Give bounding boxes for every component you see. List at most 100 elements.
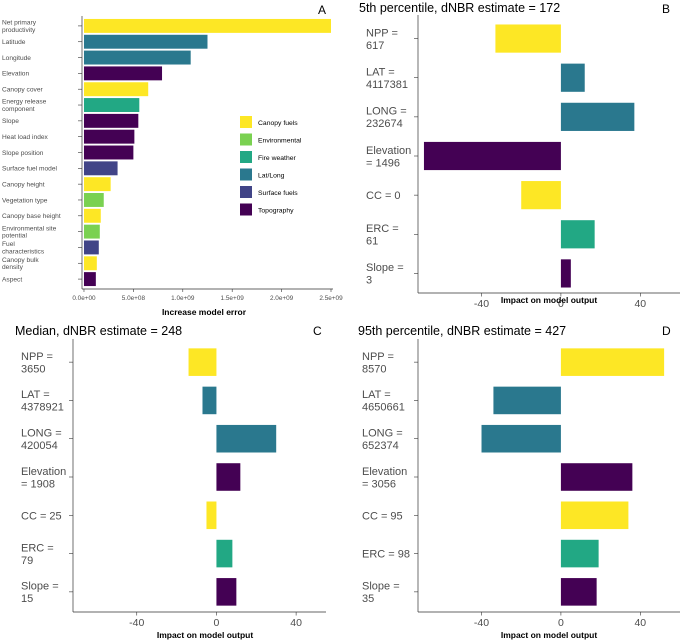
panel-a-label: A <box>318 3 326 17</box>
panel-d-category-label-npp-8570: NPP = 8570 <box>362 351 394 376</box>
panel-a-bar-longitude <box>83 50 191 65</box>
panel-a-x-tick-label: 1.0e+09 <box>171 295 195 302</box>
panel-b-category-label-elevation-1496: Elevation = 1496 <box>366 145 411 170</box>
panel-d-x-tick-label: 40 <box>634 617 646 629</box>
panel-a-bar-energy-release-component <box>83 98 140 112</box>
panel-d-category-label-lat-4650661: LAT = 4650661 <box>362 389 405 414</box>
panel-a-bar-surface-fuel-model <box>83 161 118 176</box>
panel-a-bar-elevation <box>83 66 163 81</box>
panel-a-category-label-fuel-characteristics: Fuel characteristics <box>2 241 45 255</box>
panel-a-category-label-environmental-site-potential: Environmental site potential <box>2 225 57 239</box>
panel-a-category-label-latitude: Latitude <box>2 39 26 46</box>
legend-swatch-topography <box>240 203 252 216</box>
panel-c-category-label-lat-4378921: LAT = 4378921 <box>21 389 64 414</box>
panel-a-x-tick-label: 1.5e+09 <box>221 295 245 302</box>
panel-c-bar-lat-4378921 <box>202 386 217 415</box>
panel-d-bar-lat-4650661 <box>493 386 561 415</box>
panel-b-x-tick-label: -40 <box>474 298 489 310</box>
panel-a-bar-net-primary-productivity <box>83 18 331 33</box>
panel-a-x-tick-label: 2.5e+09 <box>319 295 343 302</box>
panel-b-category-label-erc-61: ERC = 61 <box>366 223 399 248</box>
legend-label-environmental: Environmental <box>258 137 302 144</box>
panel-c-category-label-cc-25: CC = 25 <box>21 510 62 522</box>
panel-a-category-label-net-primary-productivity: Net primary productivity <box>2 20 37 34</box>
panel-d-category-label-slope-35: Slope = 35 <box>362 581 400 606</box>
panel-a-bar-canopy-cover <box>83 82 149 97</box>
panel-a-category-label-surface-fuel-model: Surface fuel model <box>2 166 58 173</box>
panel-a-category-label-slope: Slope <box>2 118 19 125</box>
panel-b-x-axis-label: Impact on model output <box>501 295 597 305</box>
panel-a-bar-heat-load-index <box>83 129 135 144</box>
panel-a-x-tick-label: 2.0e+09 <box>270 295 294 302</box>
panel-d-category-label-cc-95: CC = 95 <box>362 510 403 522</box>
panel-d-bar-slope-35 <box>560 578 597 606</box>
panel-b-category-label-slope-3: Slope = 3 <box>366 262 404 287</box>
panel-a-category-label-elevation: Elevation <box>2 71 29 78</box>
panel-a-category-label-vegetation-type: Vegetation type <box>2 197 48 204</box>
panel-a-bar-canopy-height <box>83 177 111 192</box>
panel-c-median: Median, dNBR estimate = 248 C NPP = 3650 L… <box>15 324 326 640</box>
panel-a-bar-environmental-site-potential <box>83 224 100 239</box>
panel-a-category-label-canopy-cover: Canopy cover <box>2 87 43 94</box>
panel-b-category-label-lat-4117381: LAT = 4117381 <box>366 66 408 91</box>
panel-a-category-label-canopy-base-height: Canopy base height <box>2 213 61 220</box>
panel-a-category-label-canopy-bulk-density: Canopy bulk density <box>2 257 39 271</box>
panel-a-x-axis-label: Increase model error <box>162 307 247 317</box>
panel-d-category-label-long-652374: LONG = 652374 <box>362 427 403 452</box>
panel-b-x-tick-label: 40 <box>634 298 646 310</box>
panel-d-bar-cc-95 <box>560 501 629 530</box>
panel-a-bar-slope <box>83 113 139 128</box>
panel-d-x-axis-label: Impact on model output <box>501 630 597 640</box>
panel-c-category-label-elevation-1908: Elevation = 1908 <box>21 466 66 491</box>
panel-c-bar-long-420054 <box>216 424 277 453</box>
panel-a-bar-slope-position <box>83 145 134 160</box>
panel-b-bar-elevation-1496 <box>423 141 561 171</box>
panel-c-x-tick-label: 40 <box>290 617 302 629</box>
panel-c-bar-erc-79 <box>216 539 233 568</box>
panel-a-bar-canopy-base-height <box>83 208 101 223</box>
panel-c-category-label-long-420054: LONG = 420054 <box>21 427 62 452</box>
panel-c-bar-cc-25 <box>206 501 217 530</box>
panel-d-bar-long-652374 <box>481 424 561 453</box>
panel-c-category-label-erc-79: ERC = 79 <box>21 542 54 567</box>
panel-a-bar-canopy-bulk-density <box>83 256 97 271</box>
panel-c-x-axis-label: Impact on model output <box>157 630 253 640</box>
panel-d-95th-percentile: 95th percentile, dNBR estimate = 427 D N… <box>358 324 680 640</box>
legend-label-topography: Topography <box>258 207 294 214</box>
panel-c-bar-slope-15 <box>216 578 237 606</box>
legend-label-canopy-fuels: Canopy fuels <box>258 120 298 127</box>
panel-a-legend: Canopy fuels Environmental Fire weather Lat… <box>240 116 302 216</box>
panel-a-category-label-energy-release-component: Energy release component <box>2 99 47 113</box>
legend-label-lat-long: Lat/Long <box>258 172 285 179</box>
panel-d-label: D <box>662 324 671 338</box>
panel-b-5th-percentile: 5th percentile, dNBR estimate = 172 B NP… <box>359 1 680 310</box>
panel-c-x-tick-label: 0 <box>214 617 220 629</box>
panel-b-bar-long-232674 <box>560 102 635 131</box>
legend-swatch-environmental <box>240 133 252 146</box>
panel-b-bar-npp-617 <box>495 24 561 53</box>
panel-c-category-label-npp-3650: NPP = 3650 <box>21 351 53 376</box>
panel-a-variable-importance: A Net primary productivity Latitude Longitu… <box>2 3 343 317</box>
legend-swatch-lat-long <box>240 168 252 181</box>
panel-a-x-tick-label: 0.0e+00 <box>72 295 96 302</box>
panel-a-category-label-heat-load-index: Heat load index <box>2 134 49 141</box>
panel-b-bar-erc-61 <box>560 220 595 249</box>
panel-d-bar-elevation-3056 <box>560 463 633 491</box>
panel-a-bar-fuel-characteristics <box>83 240 99 255</box>
panel-c-title: Median, dNBR estimate = 248 <box>15 324 182 338</box>
legend-label-surface-fuels: Surface fuels <box>258 190 298 197</box>
panel-d-category-label-elevation-3056: Elevation = 3056 <box>362 466 407 491</box>
panel-b-bar-slope-3 <box>560 259 571 288</box>
panel-d-title: 95th percentile, dNBR estimate = 427 <box>358 324 566 338</box>
panel-c-category-label-slope-15: Slope = 15 <box>21 581 59 606</box>
panel-a-category-label-longitude: Longitude <box>2 55 31 62</box>
panel-b-title: 5th percentile, dNBR estimate = 172 <box>359 1 560 15</box>
panel-a-x-tick-label: 5.0e+08 <box>122 295 146 302</box>
panel-a-bar-aspect <box>83 272 96 287</box>
panel-b-x-tick-label: 0 <box>558 298 564 310</box>
legend-swatch-fire-weather <box>240 151 252 163</box>
panel-a-category-label-aspect: Aspect <box>2 276 22 283</box>
panel-d-x-tick-label: -40 <box>474 617 489 629</box>
panel-b-label: B <box>662 2 670 16</box>
